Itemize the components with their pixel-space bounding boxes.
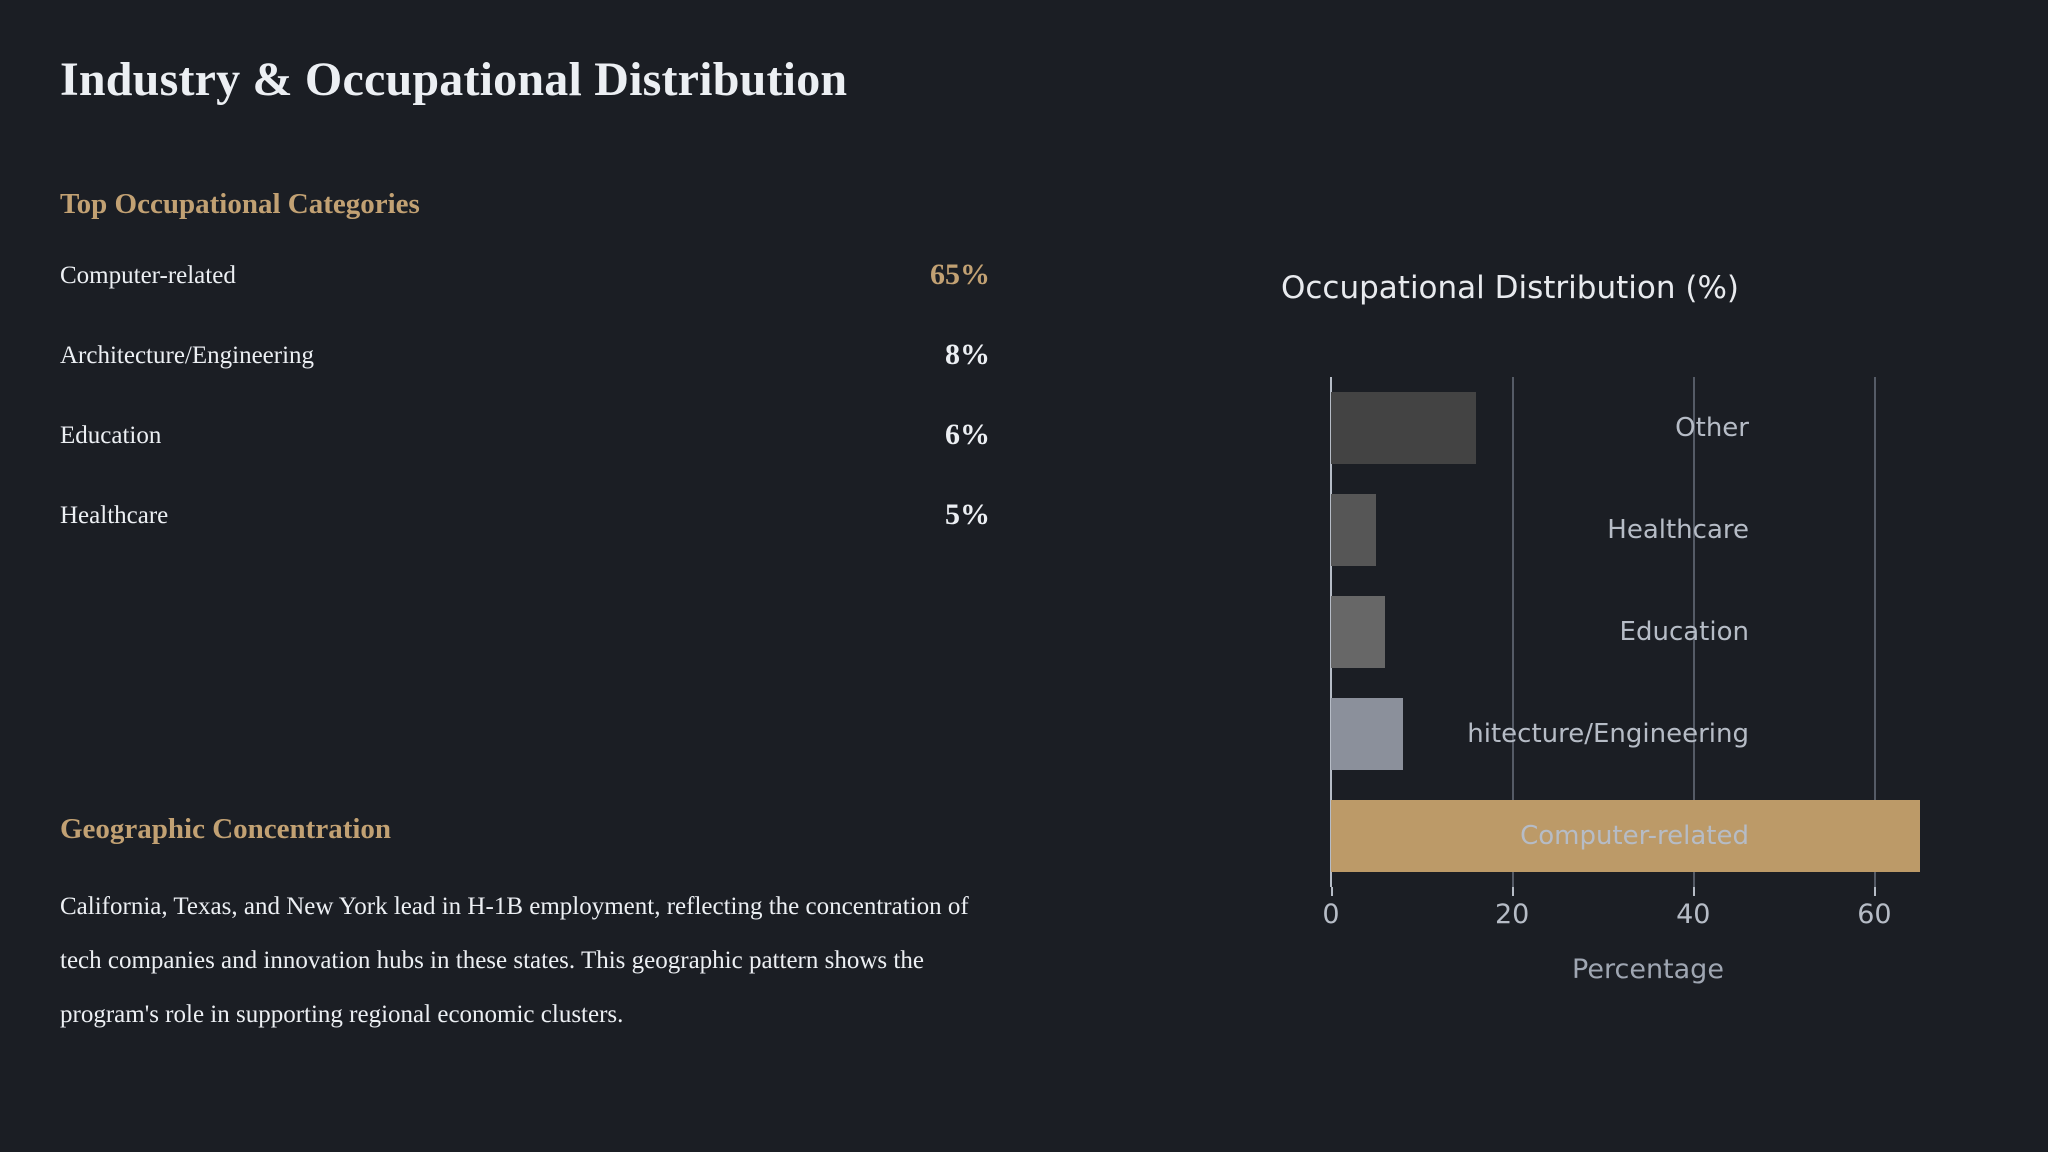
chart-bar (1331, 392, 1476, 464)
occupation-label: Architecture/Engineering (60, 342, 315, 369)
geographic-section-body: California, Texas, and New York lead in … (60, 893, 969, 1028)
x-axis-tick-mark (1874, 887, 1877, 896)
chart-bar (1331, 698, 1404, 770)
x-axis-tick-label: 40 (1676, 899, 1711, 930)
chart-gridline (1512, 377, 1515, 887)
occupation-percentage: 8% (945, 338, 990, 371)
occupational-categories-list: Computer-related 65% Architecture/Engine… (60, 258, 990, 582)
occupation-label: Education (60, 422, 162, 449)
x-axis-tick-label: 0 (1322, 899, 1340, 930)
y-axis-category-label: Education (1619, 617, 1749, 647)
occupation-percentage: 5% (945, 498, 990, 531)
chart-bar (1331, 596, 1386, 668)
y-axis-category-label: Computer-related (1520, 821, 1749, 851)
occupational-section-heading: Top Occupational Categories (60, 188, 420, 220)
occupation-percentage: 6% (945, 418, 990, 451)
chart-bar (1331, 800, 1920, 872)
chart-gridline (1874, 377, 1877, 887)
y-axis-category-label: Healthcare (1607, 515, 1749, 545)
chart-bar (1331, 494, 1377, 566)
geographic-section-heading: Geographic Concentration (60, 813, 392, 845)
x-axis-tick-mark (1331, 887, 1333, 896)
y-axis-category-label: Other (1675, 413, 1749, 443)
page-title: Industry & Occupational Distribution (60, 53, 848, 106)
list-item: Architecture/Engineering 8% (60, 338, 990, 422)
x-axis-label: Percentage (1572, 954, 1724, 985)
chart-title: Occupational Distribution (%) (1280, 270, 1739, 306)
occupational-distribution-chart: Occupational Distribution (%) 0 20 40 60 Pe… (1060, 270, 2020, 1000)
x-axis-tick-mark (1512, 887, 1515, 896)
occupation-label: Computer-related (60, 262, 236, 289)
x-axis-tick-mark (1693, 887, 1696, 896)
x-axis-tick-label: 20 (1494, 899, 1530, 930)
chart-plot-area: 0 20 40 60 (1322, 377, 1965, 930)
y-axis-category-label: hitecture/Engineering (1467, 719, 1749, 749)
x-axis-tick-label: 60 (1857, 899, 1892, 930)
chart-gridline (1693, 377, 1696, 887)
list-item: Computer-related 65% (60, 258, 990, 342)
list-item: Education 6% (60, 418, 990, 502)
occupation-percentage: 65% (930, 258, 990, 291)
occupation-label: Healthcare (60, 502, 169, 529)
list-item: Healthcare 5% (60, 498, 990, 582)
